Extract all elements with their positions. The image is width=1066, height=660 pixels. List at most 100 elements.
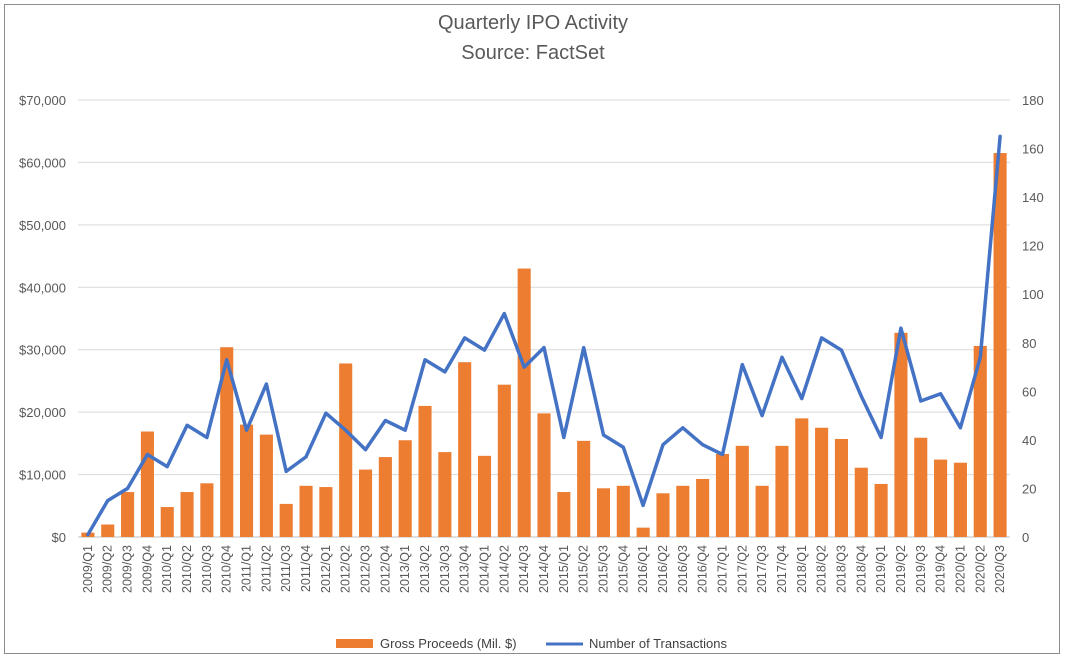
bar [834,438,848,537]
bar-series [81,153,1007,538]
bar [477,455,492,537]
x-axis-ticks: 2009/Q1 2009/Q2 2009/Q3 2009/Q4 2010/Q1 2010/… [81,545,1007,593]
line-point [423,358,427,362]
x-axis-tick-label: 2011/Q1 [240,545,254,592]
right-axis-tick-label: 120 [1022,239,1044,254]
bar [160,507,174,537]
bar [497,384,511,537]
x-axis-tick-label: 2017/Q1 [715,545,729,593]
bar [735,445,749,537]
line-point [264,382,268,386]
bar [418,405,432,537]
line-point [483,348,487,352]
x-axis-tick-label: 2020/Q1 [953,545,967,593]
x-axis-tick-label: 2013/Q2 [418,545,432,593]
line-point [820,336,824,340]
line-point [978,355,982,359]
bar [378,457,392,537]
chart-frame [4,4,1060,654]
line-point [185,423,189,427]
x-axis-tick-label: 2019/Q4 [934,545,948,593]
x-axis-tick-label: 2012/Q3 [359,545,373,593]
legend-label-transactions: Number of Transactions [589,636,728,651]
bar [299,485,313,537]
x-axis-tick-label: 2018/Q3 [834,545,848,593]
line-point [245,428,249,432]
bar [180,492,194,537]
right-axis-tick-label: 20 [1022,481,1036,496]
line-series [86,134,1002,537]
x-axis-tick-label: 2019/Q1 [874,545,888,593]
x-axis-tick-label: 2013/Q1 [398,545,412,593]
chart-title: Quarterly IPO Activity [438,12,628,34]
bar [616,485,630,537]
bar [934,459,948,537]
bar [259,434,273,537]
bar [458,362,472,537]
x-axis-tick-label: 2018/Q1 [795,545,809,593]
x-axis-tick-label: 2013/Q3 [438,545,452,593]
line-point [463,336,467,340]
bar [279,503,293,537]
x-axis-tick-label: 2009/Q4 [140,545,154,593]
line-point [899,326,903,330]
left-axis-tick-label: $50,000 [19,218,66,233]
line-point [502,312,506,316]
line-point [443,370,447,374]
x-axis-tick-label: 2016/Q2 [656,545,670,593]
x-axis-tick-label: 2014/Q2 [497,545,511,593]
x-axis-tick-label: 2017/Q4 [775,545,789,593]
x-axis-tick-label: 2020/Q3 [993,545,1007,593]
bar [715,453,730,537]
bar [993,153,1007,538]
bar [636,527,650,537]
bar [854,467,868,537]
x-axis-tick-label: 2014/Q1 [478,545,492,593]
left-axis-tick-label: $70,000 [19,93,66,108]
bar [358,469,373,537]
line-point [879,435,883,439]
x-axis-tick-label: 2009/Q3 [121,545,135,593]
x-axis-tick-label: 2019/Q2 [894,545,908,593]
x-axis-tick-label: 2010/Q1 [160,545,174,593]
bar [319,487,333,537]
bar [795,418,809,537]
x-axis-tick-label: 2012/Q1 [319,545,333,593]
x-axis-tick-label: 2020/Q2 [973,545,987,593]
x-axis-tick-label: 2018/Q4 [854,545,868,593]
line-point [720,452,724,456]
bar [240,424,254,537]
line-point [403,428,407,432]
right-axis-tick-label: 180 [1022,93,1044,108]
right-axis-tick-label: 60 [1022,384,1036,399]
bar [596,488,611,537]
x-axis-tick-label: 2015/Q2 [577,545,591,593]
x-axis-tick-label: 2015/Q4 [616,545,630,593]
legend-swatch-gross-proceeds [336,639,373,648]
x-axis-tick-label: 2017/Q2 [735,545,749,593]
x-axis-tick-label: 2017/Q3 [755,545,769,593]
left-axis-tick-label: $20,000 [19,405,66,420]
left-axis-tick-label: $40,000 [19,280,66,295]
x-axis-tick-label: 2014/Q3 [517,545,531,593]
line-point [304,455,308,459]
line-point [998,134,1002,138]
bar [953,462,967,537]
bar [775,445,789,537]
bar [438,452,452,537]
line-point [522,365,526,369]
line-point [859,394,863,398]
line-point [165,465,169,469]
line-point [919,399,923,403]
bar [140,431,154,537]
line-point [701,443,705,447]
line-point [839,348,843,352]
chart-subtitle: Source: FactSet [461,42,605,64]
x-axis-tick-label: 2015/Q1 [557,545,571,593]
line-point [582,346,586,350]
x-axis-tick-label: 2010/Q4 [220,545,234,593]
bar [121,492,135,537]
bar [755,485,769,537]
bar [339,363,353,537]
line-point [740,363,744,367]
